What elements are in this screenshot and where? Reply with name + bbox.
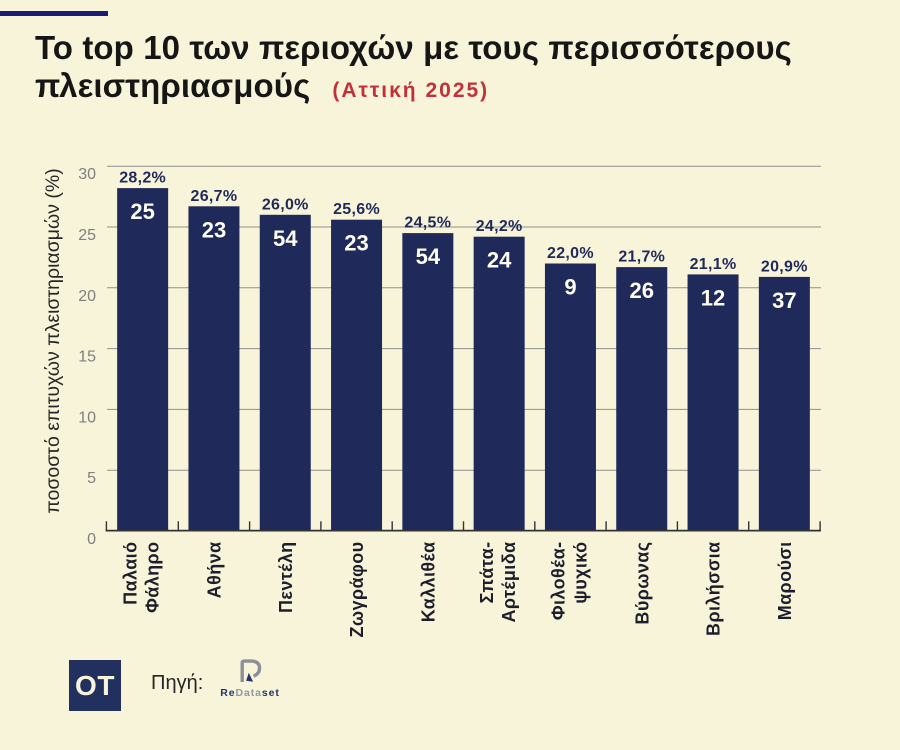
svg-text:ψυχικό: ψυχικό [570, 542, 590, 604]
svg-text:Φιλοθέα-: Φιλοθέα- [548, 542, 568, 621]
svg-text:26,7%: 26,7% [191, 188, 238, 205]
svg-text:23: 23 [202, 217, 226, 242]
svg-text:25: 25 [78, 227, 96, 244]
svg-text:Μαρούσι: Μαρούσι [775, 542, 795, 621]
svg-text:22,0%: 22,0% [547, 245, 594, 262]
svg-text:Αρτέμιδα: Αρτέμιδα [499, 542, 519, 623]
svg-text:21,1%: 21,1% [690, 256, 737, 273]
svg-text:Φάληρο: Φάληρο [143, 542, 163, 613]
svg-text:20,9%: 20,9% [761, 258, 808, 275]
svg-text:ReDataset: ReDataset [220, 687, 279, 699]
svg-text:24,2%: 24,2% [476, 218, 523, 235]
svg-text:26,0%: 26,0% [262, 196, 309, 213]
svg-text:10: 10 [78, 409, 96, 426]
svg-text:15: 15 [78, 349, 96, 366]
svg-text:28,2%: 28,2% [119, 170, 166, 187]
svg-text:0: 0 [87, 531, 96, 548]
svg-text:ποσοστό επιτυχών πλειστηριασμώ: ποσοστό επιτυχών πλειστηριασμών (%) [42, 168, 64, 513]
svg-text:37: 37 [772, 288, 796, 313]
svg-text:Βριλήσσια: Βριλήσσια [704, 542, 724, 636]
svg-text:25,6%: 25,6% [333, 201, 380, 218]
svg-text:5: 5 [87, 470, 96, 487]
svg-text:30: 30 [78, 166, 96, 183]
svg-text:Παλαιό: Παλαιό [121, 542, 141, 605]
svg-text:12: 12 [701, 285, 725, 310]
svg-text:9: 9 [564, 275, 576, 300]
svg-text:24,5%: 24,5% [404, 215, 451, 232]
svg-text:Βύρωνας: Βύρωνας [632, 542, 652, 625]
svg-text:Πεντέλη: Πεντέλη [276, 542, 296, 614]
svg-text:54: 54 [273, 226, 298, 251]
svg-text:20: 20 [78, 288, 96, 305]
svg-text:Ζωγράφου: Ζωγράφου [347, 542, 367, 638]
svg-text:25: 25 [130, 199, 154, 224]
svg-text:Καλλιθέα: Καλλιθέα [418, 542, 438, 623]
svg-text:24: 24 [487, 248, 512, 273]
svg-text:23: 23 [344, 231, 368, 256]
svg-text:26: 26 [630, 278, 654, 303]
svg-text:21,7%: 21,7% [618, 249, 665, 266]
svg-text:54: 54 [416, 244, 441, 269]
svg-text:Σπάτα-: Σπάτα- [477, 542, 497, 604]
svg-text:Αθήνα: Αθήνα [204, 542, 224, 599]
